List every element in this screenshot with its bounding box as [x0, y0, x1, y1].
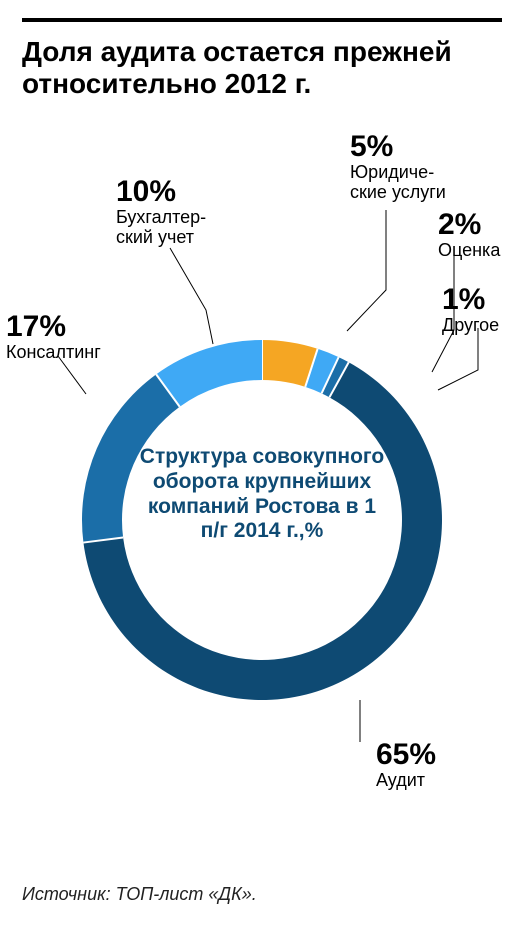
leader-other [438, 328, 478, 390]
label-consulting-pct: 17% [6, 310, 101, 343]
label-accounting-name: Бухгалтер-ский учет [116, 208, 206, 248]
label-legal-pct: 5% [350, 130, 446, 163]
label-audit: 65%Аудит [376, 738, 436, 791]
source-text: Источник: ТОП-лист «ДК». [22, 884, 257, 905]
label-consulting-name: Консалтинг [6, 343, 101, 363]
chart-title: Доля аудита остается прежней относительн… [22, 36, 502, 100]
chart-area: Структура совокупного оборота крупнейших… [0, 130, 524, 870]
label-legal: 5%Юридиче-ские услуги [350, 130, 446, 203]
leader-legal [347, 210, 386, 331]
page: { "title": "Доля аудита остается прежней… [0, 0, 524, 938]
label-valuation-pct: 2% [438, 208, 500, 241]
label-other: 1%Другое [442, 283, 499, 336]
leader-accounting [170, 248, 213, 344]
label-accounting: 10%Бухгалтер-ский учет [116, 175, 206, 248]
label-audit-name: Аудит [376, 771, 436, 791]
label-other-name: Другое [442, 316, 499, 336]
top-rule [22, 18, 502, 22]
label-valuation-name: Оценка [438, 241, 500, 261]
label-valuation: 2%Оценка [438, 208, 500, 261]
label-legal-name: Юридиче-ские услуги [350, 163, 446, 203]
label-audit-pct: 65% [376, 738, 436, 771]
label-accounting-pct: 10% [116, 175, 206, 208]
label-consulting: 17%Консалтинг [6, 310, 101, 363]
label-other-pct: 1% [442, 283, 499, 316]
donut-center-text: Структура совокупного оборота крупнейших… [136, 445, 388, 544]
